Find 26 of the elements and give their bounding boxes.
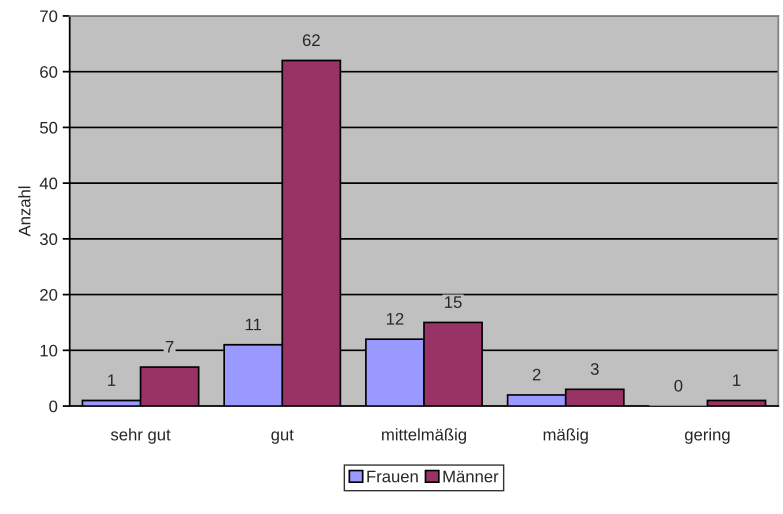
data-label: 7 (166, 341, 174, 352)
data-label: 15 (445, 296, 462, 308)
y-tick-label: 40 (40, 178, 58, 190)
data-label: 1 (108, 374, 116, 386)
y-tick-label: 10 (40, 344, 58, 357)
data-label: 11 (246, 318, 262, 330)
data-label: 3 (590, 363, 599, 375)
y-tick-label: 0 (49, 400, 58, 412)
legend-label: Männer (444, 470, 498, 482)
legend-label: Frauen (367, 470, 418, 482)
data-label: 0 (674, 380, 682, 392)
x-tick-label: gering (684, 428, 730, 444)
data-label: 12 (386, 312, 404, 325)
x-tick-label: mittelmäßig (382, 428, 466, 444)
y-axis-title: Anzahl (18, 186, 30, 236)
y-tick-label: 60 (40, 66, 58, 78)
x-tick-label: sehr gut (110, 428, 171, 444)
x-tick-label: mäßig (544, 428, 588, 444)
data-label: 1 (733, 374, 740, 386)
x-tick-label: gut (271, 430, 294, 444)
y-tick-label: 30 (40, 233, 58, 246)
y-tick-label: 50 (40, 122, 58, 134)
y-tick-label: 20 (40, 288, 58, 301)
y-tick-label: 70 (40, 10, 58, 22)
data-label: 62 (302, 34, 320, 46)
data-label: 2 (532, 368, 540, 380)
